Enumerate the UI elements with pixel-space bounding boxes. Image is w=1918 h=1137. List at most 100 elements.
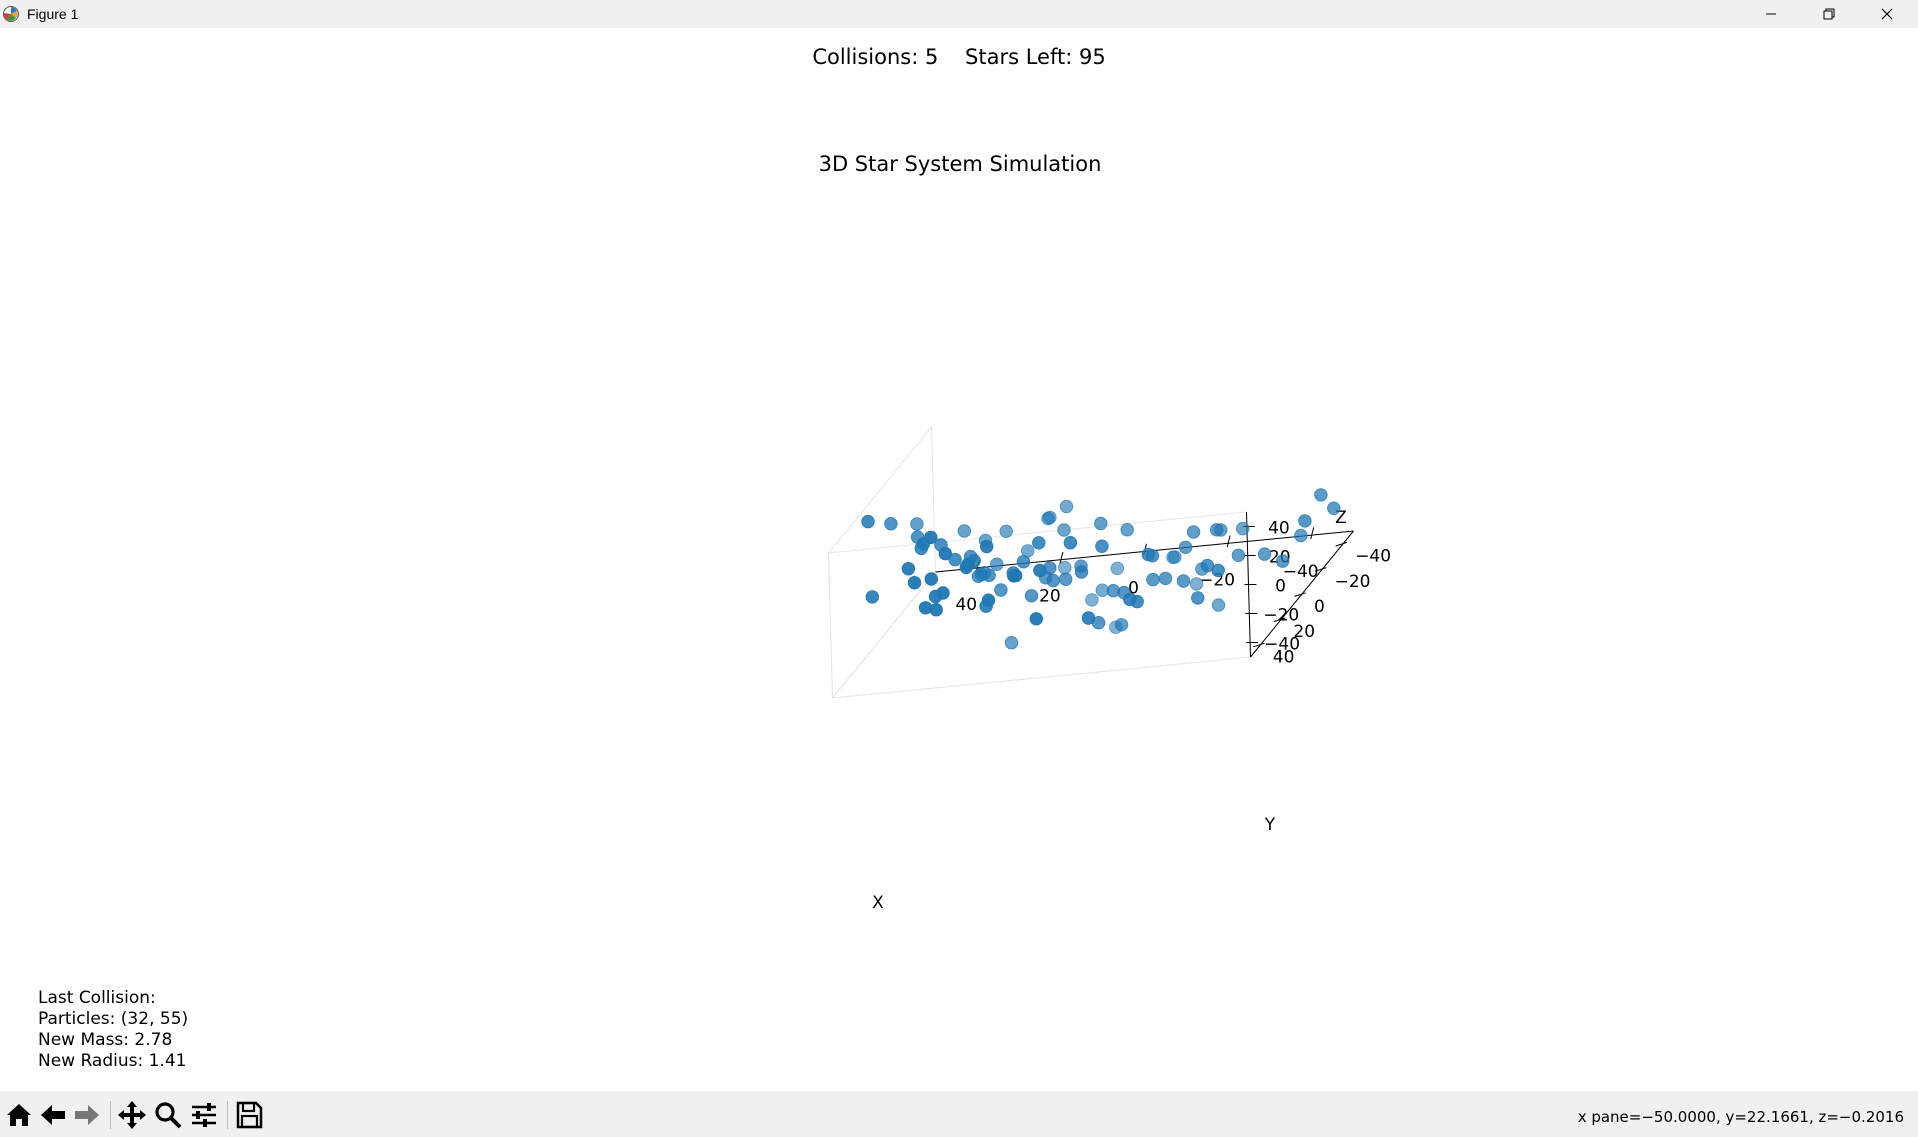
x-tick-label: 40 [955,595,977,615]
star-point [865,590,880,604]
cursor-coordinates-readout: x pane=−50.0000, y=22.1661, z=−0.2016 [1577,1108,1904,1126]
star-point [910,517,924,531]
y-tick-label: −20 [1335,572,1371,592]
star-point [938,546,953,561]
z-tick-label: −20 [1263,606,1299,626]
star-point [1046,573,1060,588]
star-point [901,562,916,576]
restore-window-button[interactable] [1800,0,1858,28]
star-point [1275,554,1290,568]
y-tick-label: 20 [1293,622,1315,642]
star-point [1057,523,1071,537]
star-points [861,488,1341,650]
star-point [924,572,939,586]
toolbar-separator [110,1101,111,1129]
star-point [1041,511,1055,526]
x-tick-label: 20 [1039,587,1061,607]
star-point [1186,525,1201,539]
last-collision-heading: Last Collision: [38,988,156,1008]
back-arrow-icon[interactable] [38,1100,68,1130]
z-axis-label: Z [1335,508,1347,528]
x-tick [1226,535,1231,548]
star-point [907,576,922,590]
star-point [994,583,1008,597]
star-point [1146,572,1160,587]
x-tick [1059,551,1064,564]
star-point [929,603,943,617]
save-disk-icon[interactable] [234,1100,264,1130]
pan-move-icon[interactable] [117,1100,147,1130]
left-wall-pane [827,425,937,700]
3d-scatter-plot[interactable]: 3D Star System Simulation −40 −40 −40 −20 −2… [0,28,1918,1091]
collision-particles: Particles: (32, 55) [38,1009,189,1029]
y-tick-label: 40 [1273,647,1295,667]
z-tick-label: 40 [1268,519,1290,539]
star-point [1298,514,1312,528]
forward-arrow-icon[interactable] [72,1100,102,1130]
star-point [924,530,938,545]
star-point [861,514,875,529]
star-point [1059,499,1074,514]
minimize-button[interactable] [1742,0,1800,28]
star-point [1191,591,1205,605]
star-point [1294,528,1308,543]
matplotlib-logo-icon [3,6,19,22]
star-point [959,560,974,575]
star-point [1211,598,1226,612]
star-point [1095,539,1109,553]
star-point [1114,618,1129,632]
collisions-count: Collisions: 5 [812,45,939,69]
star-point [1141,547,1156,562]
y-tick [1335,541,1348,547]
star-point [1058,572,1073,587]
y-axis-label: Y [1264,815,1276,835]
star-point [1211,563,1225,578]
simulation-stats: Collisions: 5 Stars Left: 95 [0,45,1918,69]
star-point [1231,548,1246,563]
x-tick-label: −40 [1283,562,1319,582]
star-point [1085,593,1099,607]
star-point [1110,561,1125,576]
star-point [981,593,996,607]
star-point [1024,589,1039,603]
star-point [1176,574,1191,588]
collision-new-mass: New Mass: 2.78 [38,1030,173,1050]
star-point [1189,577,1204,591]
y-tick-label: −40 [1355,547,1391,567]
z-tick-label: 0 [1275,577,1286,597]
y-tick [1294,592,1306,597]
star-point [1074,565,1089,579]
stars-left-count: Stars Left: 95 [965,45,1106,69]
star-point [1032,536,1046,550]
star-point [1058,560,1072,575]
home-icon[interactable] [4,1100,34,1130]
star-point [957,524,972,538]
star-point [1007,569,1021,583]
window-title-bar: Figure 1 [0,0,1918,28]
star-point [1235,521,1250,536]
axis-tick-labels: −40−40−40−20−20−20000202020404040 [955,519,1391,668]
y-tick [1314,567,1327,572]
star-point [1327,501,1341,515]
last-collision-info: Last Collision: Particles: (32, 55) New … [38,988,188,1072]
star-point [1004,636,1019,650]
zoom-magnifier-icon[interactable] [153,1100,183,1130]
star-point [1209,523,1224,537]
configure-subplots-icon[interactable] [189,1100,219,1130]
z-tick-label: −40 [1264,635,1300,655]
y-tick-label: 0 [1314,597,1325,617]
star-point [1120,523,1134,537]
close-window-button[interactable] [1858,0,1916,28]
navigation-toolbar: x pane=−50.0000, y=22.1661, z=−0.2016 [0,1091,1918,1137]
toolbar-separator [227,1101,228,1129]
star-point [1033,563,1047,578]
collision-new-radius: New Radius: 1.41 [38,1051,187,1071]
x-tick-label: −20 [1199,570,1235,590]
star-point [948,552,962,567]
star-point [1166,550,1180,564]
star-point [1314,488,1328,502]
star-point [1178,540,1193,555]
star-point [982,568,996,582]
y-tick [1273,617,1286,623]
x-axis-label: X [872,893,884,913]
